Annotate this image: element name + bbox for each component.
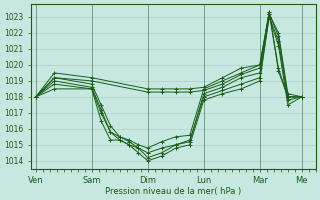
X-axis label: Pression niveau de la mer( hPa ): Pression niveau de la mer( hPa ) [105,187,242,196]
